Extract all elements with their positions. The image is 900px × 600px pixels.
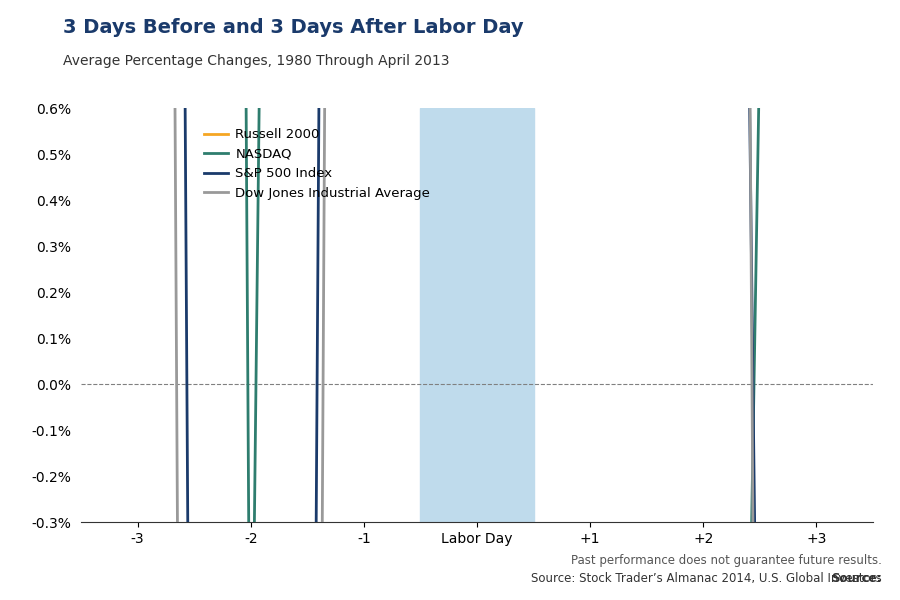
Bar	[420, 108, 534, 522]
Text: Source:: Source:	[832, 572, 882, 585]
Text: Average Percentage Changes, 1980 Through April 2013: Average Percentage Changes, 1980 Through…	[63, 54, 449, 68]
Line: Dow Jones Industrial Average: Dow Jones Industrial Average	[138, 0, 364, 600]
Text: 3 Days Before and 3 Days After Labor Day: 3 Days Before and 3 Days After Labor Day	[63, 18, 524, 37]
Text: Past performance does not guarantee future results.: Past performance does not guarantee futu…	[572, 554, 882, 567]
Line: S&P 500 Index: S&P 500 Index	[138, 0, 364, 600]
Line: NASDAQ: NASDAQ	[138, 0, 364, 600]
Text: Source: Stock Trader’s Almanac 2014, U.S. Global Investors: Source: Stock Trader’s Almanac 2014, U.S…	[531, 572, 882, 585]
Legend: Russell 2000, NASDAQ, S&P 500 Index, Dow Jones Industrial Average: Russell 2000, NASDAQ, S&P 500 Index, Dow…	[199, 123, 436, 205]
